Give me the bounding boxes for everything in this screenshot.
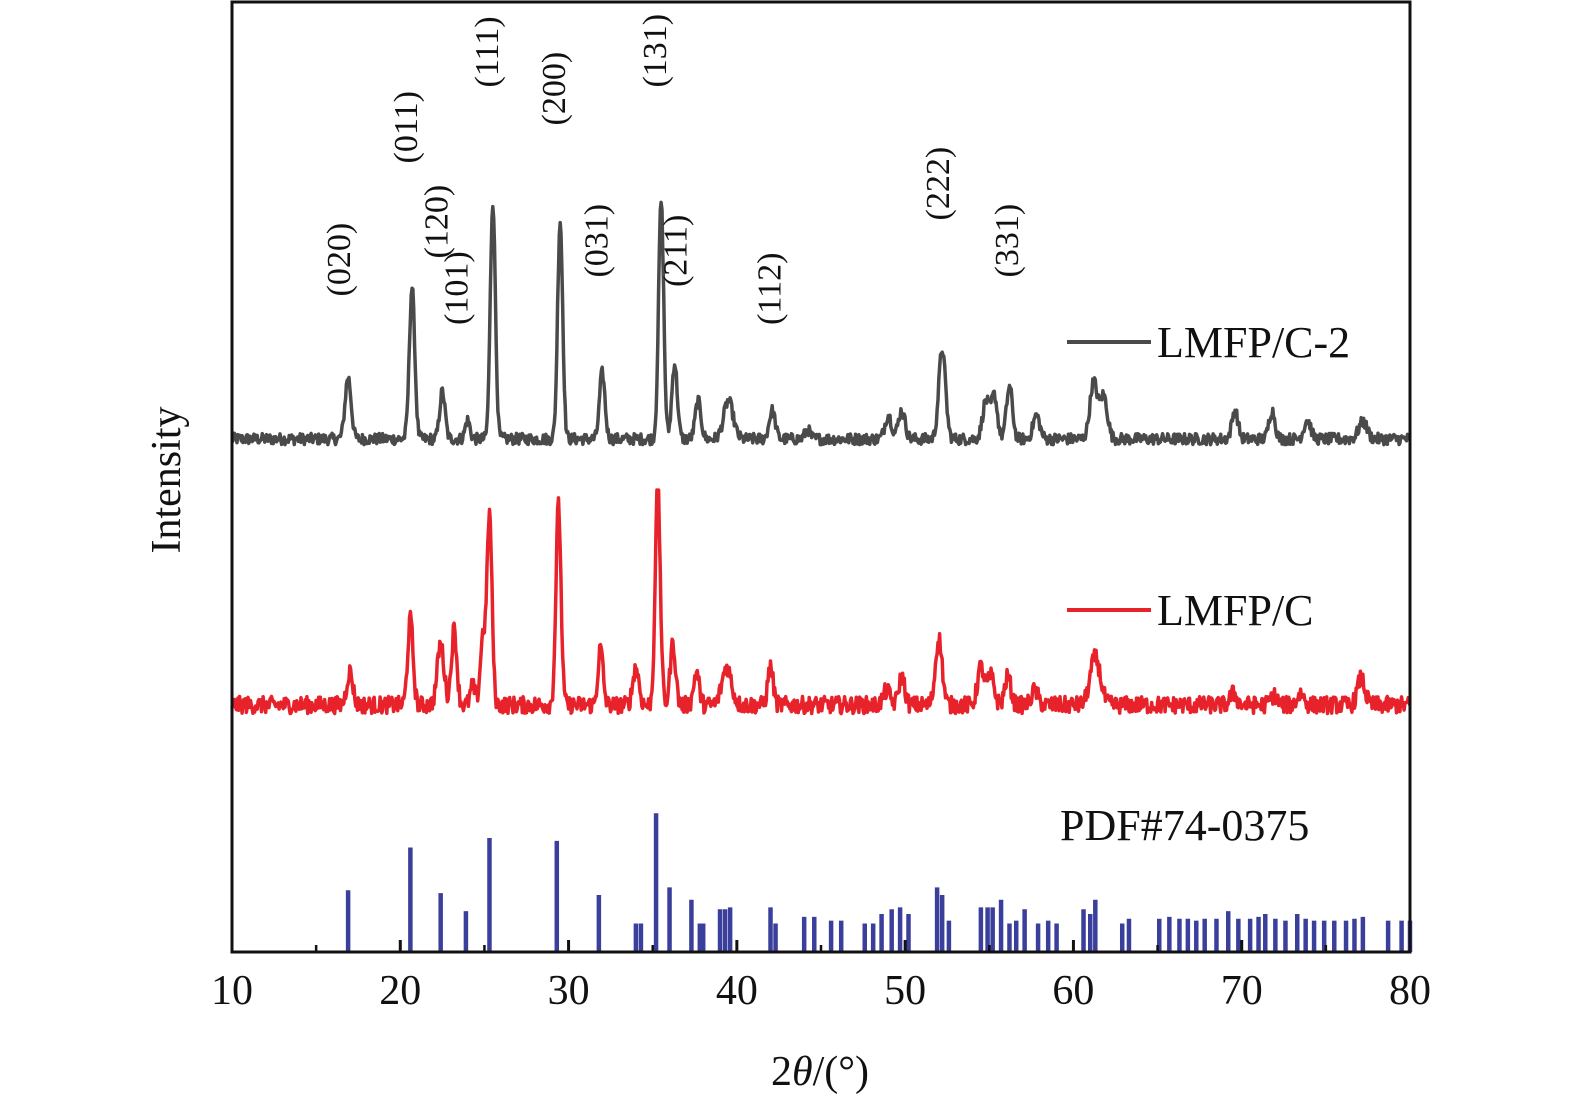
x-tick-label: 60 [1052, 968, 1094, 1014]
legend-label-pdf: PDF#74-0375 [1060, 801, 1309, 850]
peak-label: (120) [418, 185, 455, 259]
x-axis-title: 2θ/(°) [771, 1049, 869, 1095]
series-line-lmfp_c [230, 488, 1412, 716]
peak-label: (211) [657, 215, 694, 287]
y-axis-title: Intensity [144, 407, 190, 554]
x-tick-label: 10 [211, 968, 253, 1014]
series-line-lmfp_c2 [230, 200, 1411, 447]
peak-label: (011) [388, 91, 425, 163]
peak-label: (020) [321, 223, 358, 297]
x-axis-title-suffix: /(°) [813, 1049, 869, 1095]
x-tick-label: 50 [884, 968, 926, 1014]
x-tick-label: 80 [1389, 968, 1431, 1014]
peak-label: (111) [469, 16, 506, 87]
x-tick-label: 40 [716, 968, 758, 1014]
x-tick-label: 30 [548, 968, 590, 1014]
x-tick-label: 20 [379, 968, 421, 1014]
peak-label: (112) [752, 253, 789, 325]
legend-label-lmfp_c: LMFP/C [1157, 586, 1314, 635]
peak-label: (222) [920, 147, 957, 221]
x-tick-label: 70 [1221, 968, 1263, 1014]
peak-label: (131) [637, 14, 674, 88]
peak-label: (200) [536, 52, 573, 126]
peak-label: (331) [989, 204, 1026, 278]
peak-label: (101) [439, 251, 476, 325]
x-axis-title-symbol: θ [792, 1049, 813, 1095]
legend-label-lmfp_c2: LMFP/C-2 [1157, 318, 1350, 367]
pdf-reference-sticks [345, 813, 1413, 952]
x-axis-title-prefix: 2 [771, 1049, 792, 1095]
peak-label: (031) [578, 204, 615, 278]
